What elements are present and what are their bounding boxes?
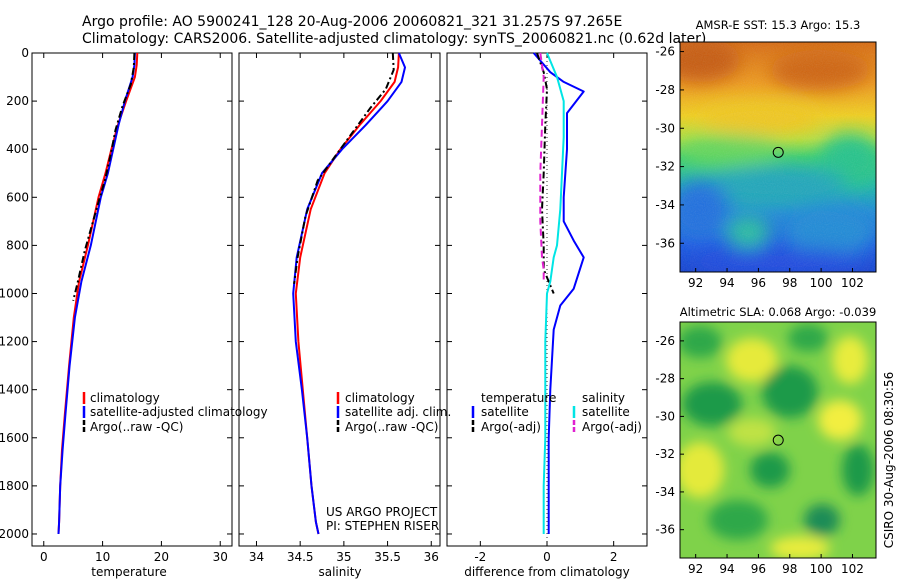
x-tick-label: 20: [154, 550, 169, 564]
x-tick-label: 36: [424, 550, 439, 564]
map-x-tick-label: 96: [751, 562, 766, 576]
pi-credit: PI: STEPHEN RISER: [326, 519, 439, 533]
map-y-tick-label: -32: [655, 447, 675, 461]
series-line: [57, 52, 139, 535]
y-tick-label: 1600: [0, 431, 29, 445]
legend-temp-satellite: satellite-adjusted climatology: [90, 405, 268, 419]
map-y-tick-label: -34: [655, 198, 675, 212]
map-x-tick-label: 94: [719, 276, 734, 290]
legend-diff-sal-argo: Argo(-adj): [582, 420, 642, 434]
temperature-plot: 0 10 20 30 0 200 400 600 800 1000 1200 1400 1600 1800…: [0, 46, 232, 564]
legend-sal-climatology: climatology: [345, 391, 415, 405]
sst-map-title: AMSR-E SST: 15.3 Argo: 15.3: [696, 18, 861, 32]
salinity-axes: [238, 52, 441, 547]
legend-diff-salinity-title: salinity: [582, 391, 625, 405]
x-tick-label: 10: [95, 550, 110, 564]
map-x-tick-label: 94: [719, 562, 734, 576]
series-line: [539, 52, 545, 282]
legend-temp-climatology: climatology: [90, 391, 160, 405]
y-tick-label: 1200: [0, 335, 29, 349]
series-line: [532, 52, 585, 534]
sst-map-axes: 92 94 96 98 100 102 -26 -28 -30 -32 -34 -36: [655, 45, 864, 290]
map-x-tick-label: 102: [841, 562, 864, 576]
difference-xlabel: difference from climatology: [464, 565, 630, 579]
map-x-tick-label: 92: [688, 562, 703, 576]
legend-sal-satellite: satellite adj. clim.: [345, 405, 451, 419]
legend-diff-temp-argo: Argo(-adj): [481, 420, 541, 434]
series-line: [292, 52, 406, 535]
sla-map-frame: [679, 321, 877, 559]
map-y-tick-label: -30: [655, 409, 675, 423]
sla-map-axes: 92 94 96 98 100 102 -26 -28 -30 -32 -34 -36: [655, 334, 864, 576]
sla-map-title: Altimetric SLA: 0.068 Argo: -0.039: [680, 305, 877, 319]
x-tick-label: 35.5: [374, 550, 401, 564]
map-x-tick-label: 98: [782, 276, 797, 290]
y-tick-label: 1000: [0, 286, 29, 300]
project-credit: US ARGO PROJECT: [326, 505, 438, 519]
map-y-tick-label: -26: [655, 334, 675, 348]
y-tick-label: 2000: [0, 527, 29, 541]
y-tick-label: 1400: [0, 383, 29, 397]
salinity-legend: climatology satellite adj. clim. Argo(..…: [336, 391, 451, 434]
legend-diff-temp-satellite: satellite: [481, 405, 529, 419]
temperature-axes: [31, 52, 233, 547]
map-x-tick-label: 100: [810, 276, 833, 290]
map-y-tick-label: -28: [655, 83, 675, 97]
legend-sal-argo: Argo(..raw -QC): [345, 420, 438, 434]
y-tick-label: 200: [6, 94, 29, 108]
sla-heatmap: [680, 322, 876, 558]
y-tick-label: 800: [6, 238, 29, 252]
x-tick-label: 34.5: [287, 550, 314, 564]
figure-title-line2: Climatology: CARS2006. Satellite-adjuste…: [82, 31, 706, 47]
argo-location-marker: [772, 434, 784, 446]
map-y-tick-label: -36: [655, 523, 675, 537]
map-y-tick-label: -30: [655, 121, 675, 135]
map-y-tick-label: -34: [655, 485, 675, 499]
sst-heatmap: [680, 42, 876, 272]
y-tick-label: 0: [21, 46, 29, 60]
salinity-xlabel: salinity: [318, 565, 361, 579]
y-tick-label: 600: [6, 190, 29, 204]
map-x-tick-label: 102: [841, 276, 864, 290]
series-line: [57, 52, 136, 535]
difference-legend: temperature satellite Argo(-adj) salinit…: [471, 391, 642, 434]
x-tick-label: 34: [249, 550, 264, 564]
csiro-timestamp: CSIRO 30-Aug-2006 08:30:56: [882, 372, 896, 548]
y-tick-label: 1800: [0, 479, 29, 493]
x-tick-label: -2: [474, 550, 486, 564]
argo-location-marker: [772, 146, 784, 158]
x-tick-label: 30: [213, 550, 228, 564]
map-x-tick-label: 98: [782, 562, 797, 576]
series-line: [293, 52, 395, 285]
salinity-plot: 34 34.5 35 35.5 36: [239, 52, 440, 564]
map-y-tick-label: -26: [655, 45, 675, 59]
y-tick-label: 400: [6, 142, 29, 156]
difference-plot: -2 0 2: [447, 52, 647, 564]
map-x-tick-label: 100: [810, 562, 833, 576]
series-line: [542, 52, 565, 534]
temperature-legend: climatology satellite-adjusted climatolo…: [82, 391, 268, 434]
x-tick-label: 35: [336, 550, 351, 564]
series-line: [536, 52, 555, 294]
x-tick-label: 2: [610, 550, 618, 564]
legend-temp-argo: Argo(..raw -QC): [90, 420, 183, 434]
series-line: [294, 52, 400, 535]
legend-diff-temperature-title: temperature: [481, 391, 556, 405]
map-x-tick-label: 96: [751, 276, 766, 290]
temperature-xlabel: temperature: [91, 565, 166, 579]
map-y-tick-label: -28: [655, 372, 675, 386]
map-y-tick-label: -36: [655, 236, 675, 250]
figure-title-line1: Argo profile: AO 5900241_128 20-Aug-2006…: [82, 14, 622, 30]
series-line: [72, 52, 136, 301]
legend-diff-sal-satellite: satellite: [582, 405, 630, 419]
map-y-tick-label: -32: [655, 160, 675, 174]
sst-map-frame: [679, 41, 877, 273]
x-tick-label: 0: [40, 550, 48, 564]
x-tick-label: 0: [543, 550, 551, 564]
map-x-tick-label: 92: [688, 276, 703, 290]
